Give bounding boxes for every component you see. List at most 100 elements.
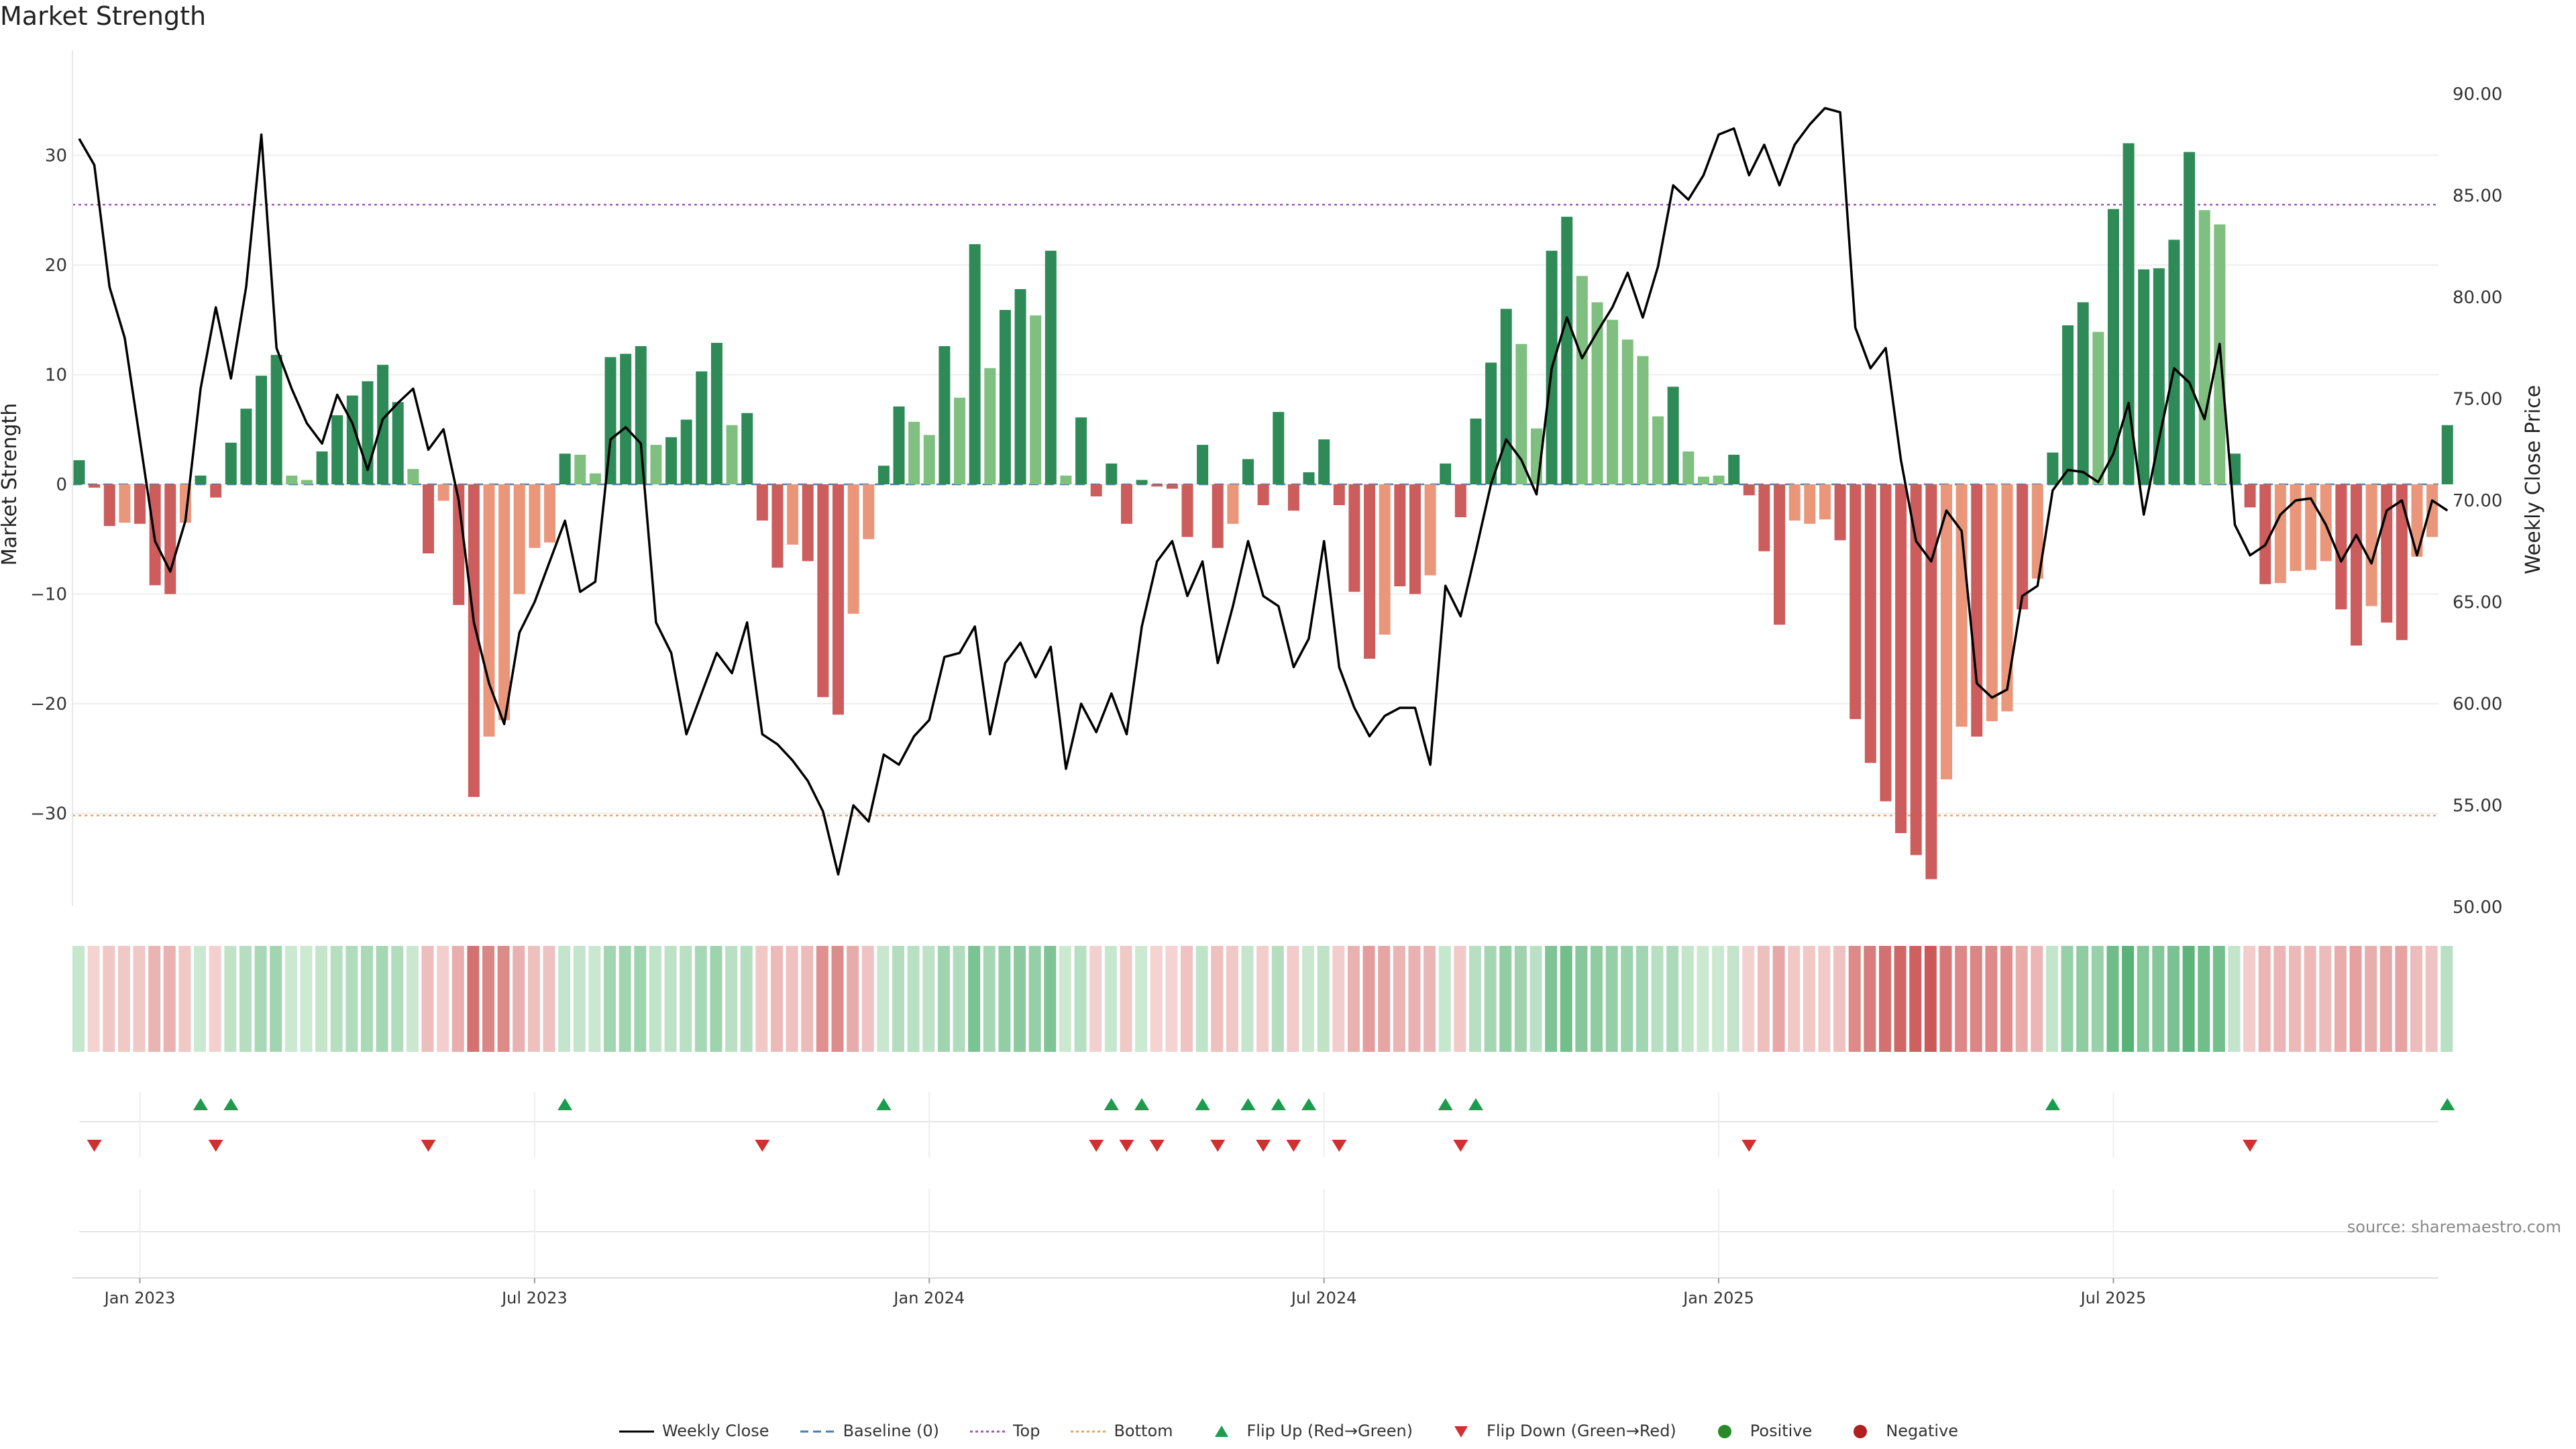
heat-cell [2045, 946, 2058, 1052]
heat-cell [2137, 946, 2149, 1052]
strength-bar [1242, 459, 1254, 484]
x-tick-label: Jul 2025 [2080, 1289, 2147, 1307]
heat-cell [194, 946, 207, 1052]
strength-bar [650, 445, 662, 484]
heat-cell [634, 946, 647, 1052]
heat-cell [513, 946, 525, 1052]
legend-label: Flip Down (Green→Red) [1487, 1421, 1676, 1440]
heat-cell [710, 946, 722, 1052]
strength-bar [1788, 484, 1801, 521]
legend-label: Weekly Close [661, 1421, 769, 1440]
heat-cell [1393, 946, 1405, 1052]
strength-bar [1880, 484, 1892, 802]
x-tick-label: Jan 2025 [1682, 1289, 1754, 1307]
strength-bar [164, 484, 176, 594]
strength-bar [2198, 210, 2210, 484]
strength-bar [483, 484, 495, 737]
heat-cell [1970, 946, 1982, 1052]
strength-bar [240, 409, 252, 484]
heat-cell [497, 946, 510, 1052]
legend-item: Positive [1706, 1421, 1812, 1440]
heat-cell [694, 946, 707, 1052]
heat-cell [1529, 946, 1542, 1052]
strength-bar [1637, 356, 1649, 484]
heat-cell [1408, 946, 1421, 1052]
right-tick-label: 60.00 [2453, 694, 2502, 714]
strength-bar [1394, 484, 1406, 587]
x-tick-label: Jan 2023 [103, 1289, 176, 1307]
heat-cell [816, 946, 828, 1052]
heat-cell [725, 946, 738, 1052]
heat-cell [1591, 946, 1603, 1052]
heat-cell [1362, 946, 1375, 1052]
legend-label: Top [1012, 1421, 1040, 1440]
heat-cell [1864, 946, 1876, 1052]
heat-cell [604, 946, 616, 1052]
heat-cell [1014, 946, 1026, 1052]
triangle-up-icon [1214, 1426, 1228, 1437]
strength-bar [2229, 453, 2241, 484]
heat-cell [1651, 946, 1664, 1052]
strength-bar [1713, 475, 1725, 484]
heat-cell [801, 946, 814, 1052]
strength-bar [1925, 484, 1937, 879]
heat-cell [558, 946, 571, 1052]
legend-item: Top [969, 1421, 1040, 1440]
strength-bar [726, 425, 738, 484]
strength-bars [73, 143, 2453, 879]
heat-cell [2076, 946, 2089, 1052]
heat-cell [2379, 946, 2392, 1052]
strength-bar [1181, 484, 1193, 537]
strength-bar [969, 244, 981, 484]
reference-lines [72, 203, 2438, 817]
line-solid-icon [619, 1430, 654, 1433]
strength-bar [2351, 484, 2362, 646]
heat-cell [72, 946, 85, 1052]
strength-bar [2168, 239, 2180, 484]
left-tick-label: 20 [45, 256, 67, 276]
heat-cell [770, 946, 783, 1052]
heat-cell [1514, 946, 1527, 1052]
strength-bar [1227, 484, 1239, 524]
heat-cell [573, 946, 586, 1052]
heat-cell [1454, 946, 1466, 1052]
heat-cell [1757, 946, 1770, 1052]
heat-cell [680, 946, 692, 1052]
strength-bar [1895, 484, 1907, 833]
strength-bar [1819, 484, 1831, 520]
flip-up-marker [1301, 1098, 1317, 1110]
heat-cell [2228, 946, 2241, 1052]
strength-bar [1166, 484, 1178, 489]
flip-down-marker [1332, 1140, 1347, 1152]
strength-bar [1470, 418, 1482, 484]
strength-bar [301, 480, 313, 484]
x-tick-label: Jan 2024 [892, 1289, 965, 1307]
heat-cell [482, 946, 495, 1052]
strength-bar [1500, 309, 1512, 484]
flip-up-marker [1468, 1098, 1483, 1110]
strength-bar [1106, 463, 1118, 484]
heat-cell [588, 946, 601, 1052]
heat-cell [1074, 946, 1087, 1052]
strength-bar [1303, 472, 1315, 484]
strength-bar [1986, 484, 1998, 722]
strength-bar [1485, 362, 1497, 484]
strength-bar [1348, 484, 1360, 592]
heat-cell [922, 946, 935, 1052]
heat-cell [1302, 946, 1315, 1052]
heat-cell [1484, 946, 1497, 1052]
heat-cell [1681, 946, 1694, 1052]
heat-cell [1059, 946, 1071, 1052]
heat-cell [345, 946, 358, 1052]
heat-cell [543, 946, 555, 1052]
heat-cell [1818, 946, 1831, 1052]
heat-cell [437, 946, 449, 1052]
heat-cell [1833, 946, 1846, 1052]
strength-bar [1834, 484, 1846, 541]
heat-cell [2152, 946, 2165, 1052]
heat-cell [117, 946, 130, 1052]
heat-cell [1499, 946, 1512, 1052]
strength-bar [2426, 484, 2438, 537]
heat-cell [2243, 946, 2256, 1052]
strength-bar [2305, 484, 2317, 570]
